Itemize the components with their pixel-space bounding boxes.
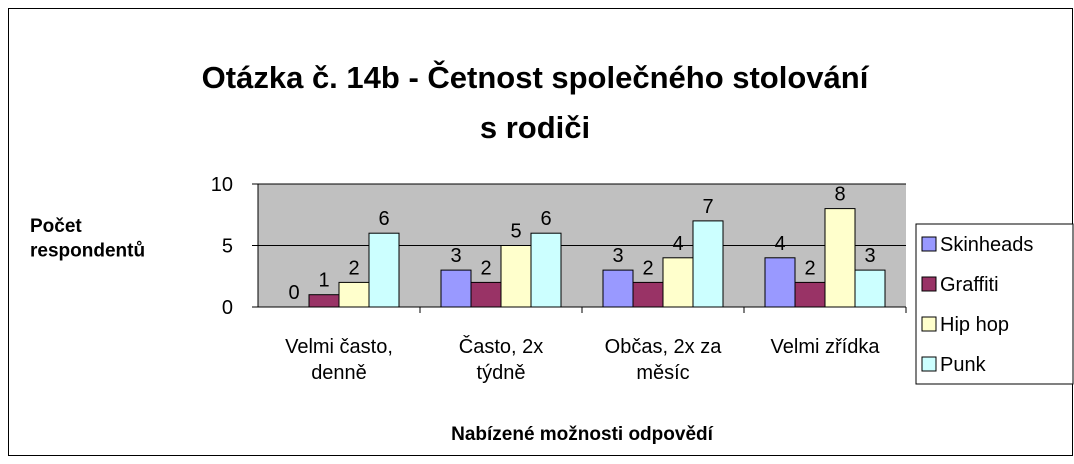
- bar: [530, 232, 562, 308]
- data-label: 5: [510, 221, 521, 243]
- data-label: 1: [318, 270, 329, 292]
- x-tick-label: Velmi zřídka: [771, 336, 881, 358]
- data-label: 0: [288, 282, 299, 304]
- text-line: Často, 2x: [459, 335, 543, 358]
- bar: [794, 281, 826, 308]
- chart-title: s rodiči: [480, 110, 590, 145]
- legend-label: Punk: [940, 354, 987, 376]
- data-label: 6: [540, 208, 551, 230]
- legend-label: Hip hop: [940, 314, 1009, 336]
- legend-swatch: [921, 276, 937, 292]
- text-line: respondentů: [30, 241, 145, 262]
- data-label: 7: [702, 196, 713, 218]
- bar: [602, 269, 634, 308]
- y-axis-title: Počet respondentů: [30, 216, 145, 262]
- y-tick-label: 10: [211, 174, 233, 196]
- data-label: 2: [642, 257, 653, 279]
- bar: [662, 257, 694, 308]
- bar: [470, 281, 502, 308]
- text-line: denně: [311, 362, 367, 384]
- data-label: 4: [774, 233, 785, 255]
- data-label: 2: [480, 257, 491, 279]
- y-tick-label: 0: [222, 297, 233, 319]
- bar: [632, 281, 664, 308]
- chart-title: Otázka č. 14b - Četnost společného stolo…: [202, 59, 870, 95]
- legend-box: [915, 223, 1074, 385]
- bar: [692, 220, 724, 308]
- x-tick-label: Velmi často, denně: [285, 336, 393, 384]
- data-label: 8: [834, 184, 845, 206]
- data-label: 3: [864, 245, 875, 267]
- bar: [500, 245, 532, 308]
- text-line: Občas, 2x za: [605, 336, 723, 358]
- x-axis-title: Nabízené možnosti odpovědí: [451, 424, 714, 445]
- data-label: 3: [612, 245, 623, 267]
- data-label: 4: [672, 233, 683, 255]
- legend-swatch: [921, 316, 937, 332]
- bar: [338, 281, 370, 308]
- bar: [368, 232, 400, 308]
- legend-swatch: [921, 236, 937, 252]
- data-label: 6: [378, 208, 389, 230]
- bar: [440, 269, 472, 308]
- legend-label: Graffiti: [940, 274, 999, 296]
- bar: [308, 294, 340, 308]
- bar: [824, 208, 856, 308]
- legend-swatch: [921, 356, 937, 372]
- x-tick-label: Často, 2x týdně: [459, 335, 543, 384]
- text-line: Počet: [30, 216, 82, 237]
- bar: [854, 269, 886, 308]
- y-tick-label: 5: [222, 236, 233, 258]
- bar: [764, 257, 796, 308]
- text-line: Velmi často,: [285, 336, 393, 358]
- text-line: týdně: [477, 362, 526, 384]
- data-label: 2: [804, 257, 815, 279]
- text-line: měsíc: [636, 362, 689, 384]
- data-label: 3: [450, 245, 461, 267]
- data-label: 2: [348, 257, 359, 279]
- x-tick-label: Občas, 2x za měsíc: [605, 336, 723, 384]
- legend-label: Skinheads: [940, 234, 1033, 256]
